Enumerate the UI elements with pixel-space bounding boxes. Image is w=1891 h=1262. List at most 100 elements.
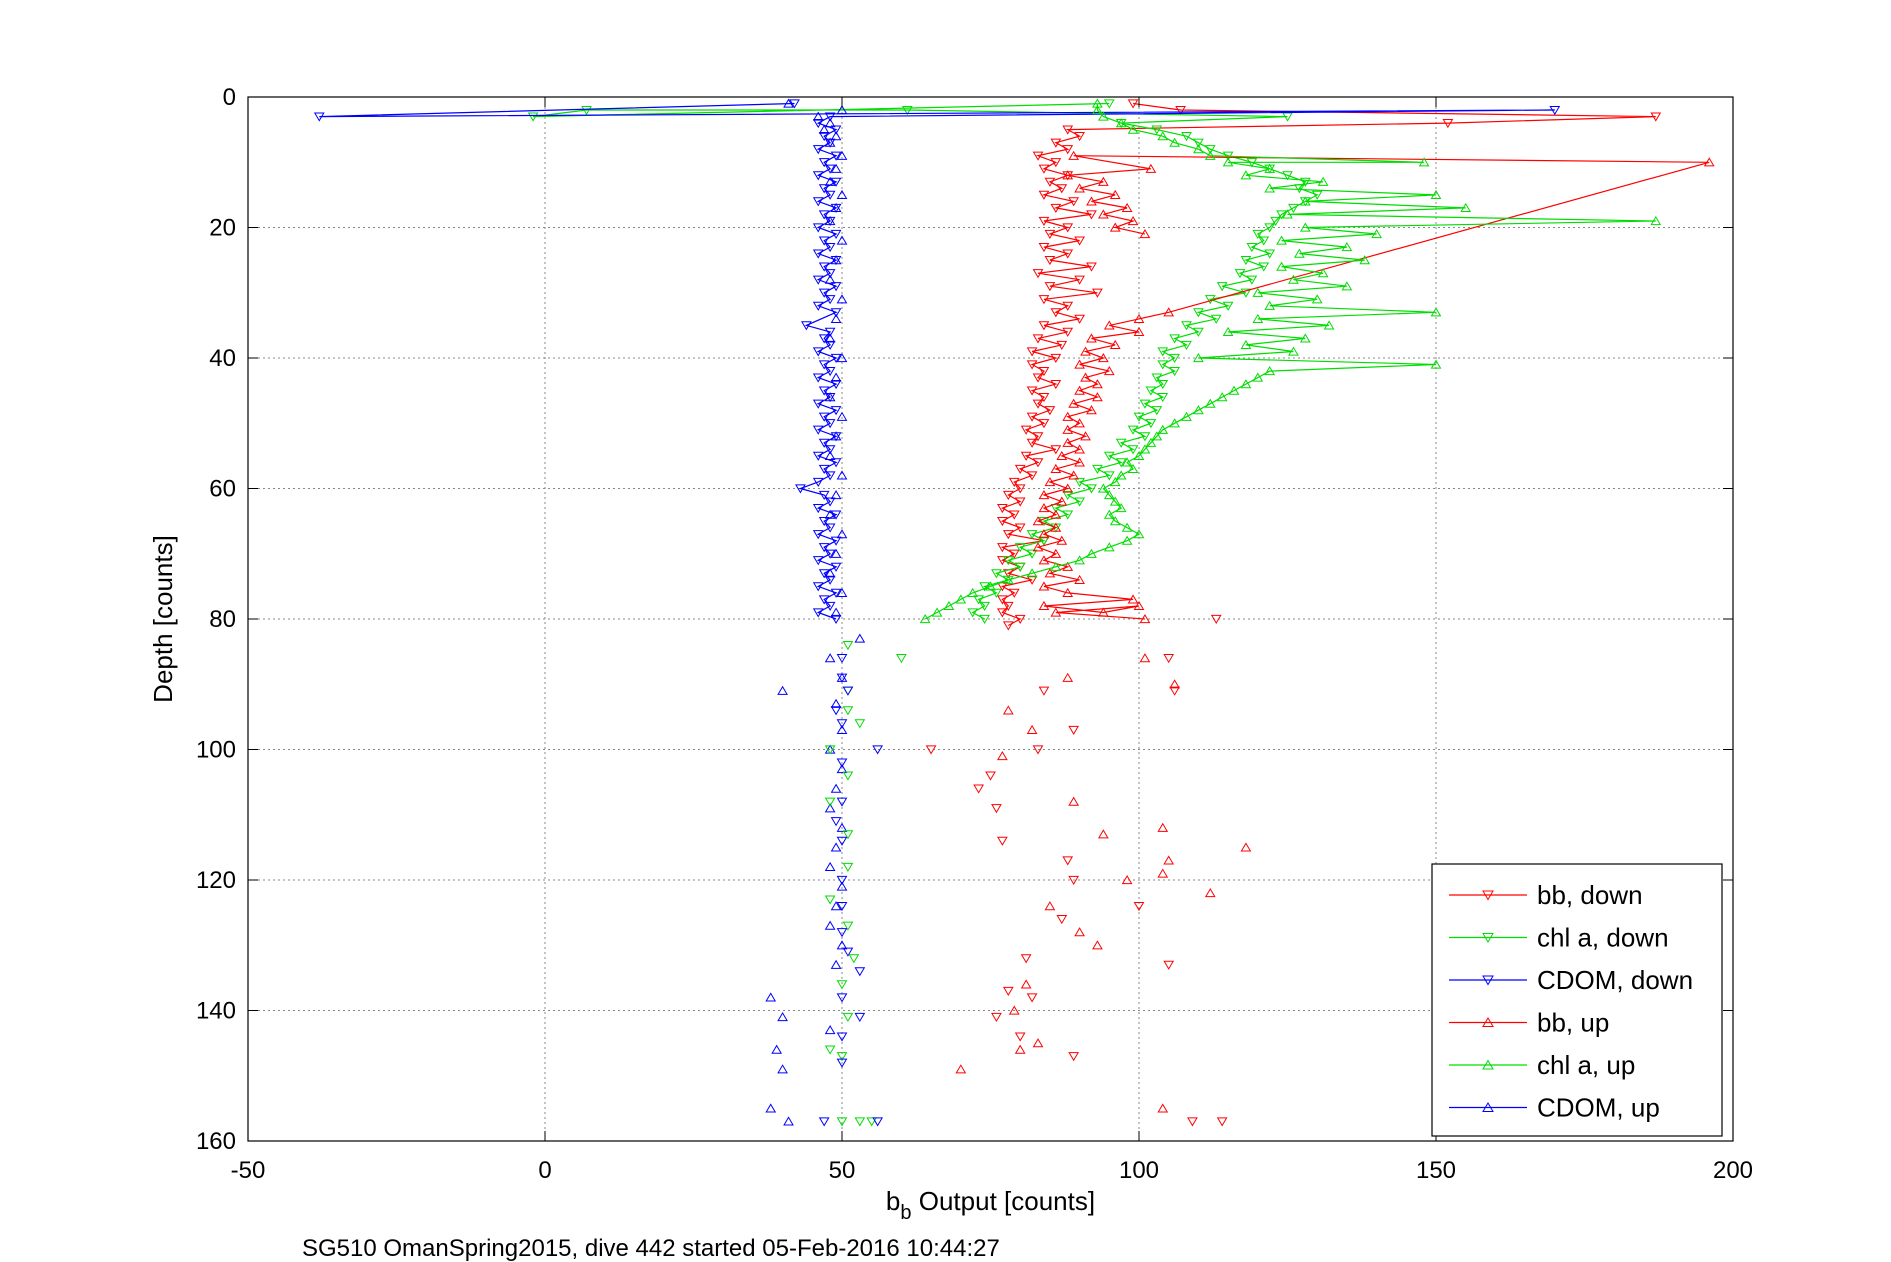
data-point [783, 98, 794, 108]
data-point [1157, 822, 1169, 832]
data-point [1044, 406, 1056, 416]
data-point [1151, 373, 1163, 383]
data-point [836, 352, 848, 363]
data-point [830, 706, 842, 716]
data-point [1050, 503, 1062, 514]
y-tick-label: 80 [209, 606, 236, 633]
data-point [818, 595, 830, 605]
y-tick-label: 120 [196, 867, 236, 894]
data-point [1068, 875, 1080, 886]
data-point [1092, 288, 1103, 298]
data-point [830, 607, 842, 617]
data-point [1050, 158, 1062, 168]
data-point [1074, 359, 1085, 369]
data-point [1103, 366, 1115, 376]
data-point [836, 470, 848, 480]
data-point [836, 719, 848, 729]
data-point [1056, 496, 1068, 506]
y-tick-label: 40 [209, 345, 236, 372]
data-point [1038, 536, 1050, 546]
data-point [1050, 445, 1062, 455]
data-point [812, 223, 824, 233]
data-point [997, 517, 1008, 527]
data-point [836, 235, 848, 245]
data-point [824, 112, 836, 122]
data-point [973, 595, 984, 605]
data-point [1032, 399, 1044, 409]
data-point [919, 613, 931, 624]
data-point [1038, 295, 1050, 305]
series-chl-a-down [527, 99, 1323, 625]
data-point [1038, 517, 1050, 527]
series-bb-down-deep [925, 614, 1228, 1127]
data-point [836, 940, 848, 950]
data-point [830, 698, 842, 708]
data-point [1026, 724, 1038, 735]
data-point [824, 601, 836, 611]
data-point [1080, 372, 1091, 382]
data-point [1139, 613, 1151, 624]
data-point [1151, 125, 1163, 135]
data-point [1157, 1103, 1169, 1113]
data-point [1050, 561, 1062, 571]
data-point [1032, 1038, 1044, 1048]
data-point [1127, 445, 1139, 455]
data-point [842, 641, 854, 651]
data-point [1258, 236, 1270, 246]
data-point [1299, 177, 1311, 187]
data-point [1121, 522, 1133, 532]
y-tick-label: 140 [196, 998, 236, 1025]
data-point [1252, 313, 1264, 323]
data-point [1032, 432, 1044, 442]
data-point [789, 99, 800, 109]
legend-label: bb, down [1537, 880, 1643, 910]
data-point [1086, 262, 1097, 272]
data-point [1549, 105, 1561, 116]
data-point [1002, 705, 1014, 715]
data-point [1193, 144, 1204, 154]
data-point [1169, 137, 1181, 147]
data-point [1127, 99, 1139, 109]
data-point [1014, 523, 1026, 533]
data-point [1097, 829, 1109, 839]
legend-box [1431, 863, 1723, 1137]
data-point [824, 745, 836, 755]
data-point [1133, 600, 1145, 611]
x-tick-label: 200 [1713, 1157, 1753, 1184]
data-point [1044, 901, 1056, 911]
data-point [1109, 496, 1121, 506]
data-point [872, 745, 884, 755]
data-point [1151, 431, 1163, 441]
data-point [1299, 333, 1311, 343]
legend-label: chl a, down [1537, 923, 1669, 953]
data-point [842, 1012, 854, 1023]
data-point [1157, 380, 1169, 390]
data-point [1014, 614, 1026, 625]
data-point [1002, 601, 1014, 611]
data-point [830, 308, 842, 318]
data-point [1044, 229, 1056, 240]
data-point [1175, 105, 1186, 116]
data-point [1115, 503, 1127, 513]
data-point [842, 771, 854, 781]
legend-item-chl-a-up: chl a, up [1449, 1050, 1635, 1080]
data-point [1097, 209, 1109, 219]
data-point [836, 1052, 848, 1062]
data-point [1068, 725, 1080, 735]
data-point [824, 895, 836, 905]
data-point [1103, 471, 1115, 481]
data-point [1008, 588, 1020, 598]
data-point [830, 131, 842, 141]
data-point [1127, 124, 1139, 134]
legend-label: bb, up [1537, 1008, 1609, 1038]
data-point [1026, 412, 1038, 422]
data-point [1050, 522, 1062, 532]
series-bb-up-deep [955, 653, 1252, 1113]
data-point [1133, 313, 1145, 323]
data-point [812, 249, 824, 259]
data-point [824, 920, 836, 930]
data-point [1044, 568, 1056, 578]
data-point [824, 327, 836, 337]
data-point [1092, 379, 1103, 389]
data-point [812, 530, 824, 540]
